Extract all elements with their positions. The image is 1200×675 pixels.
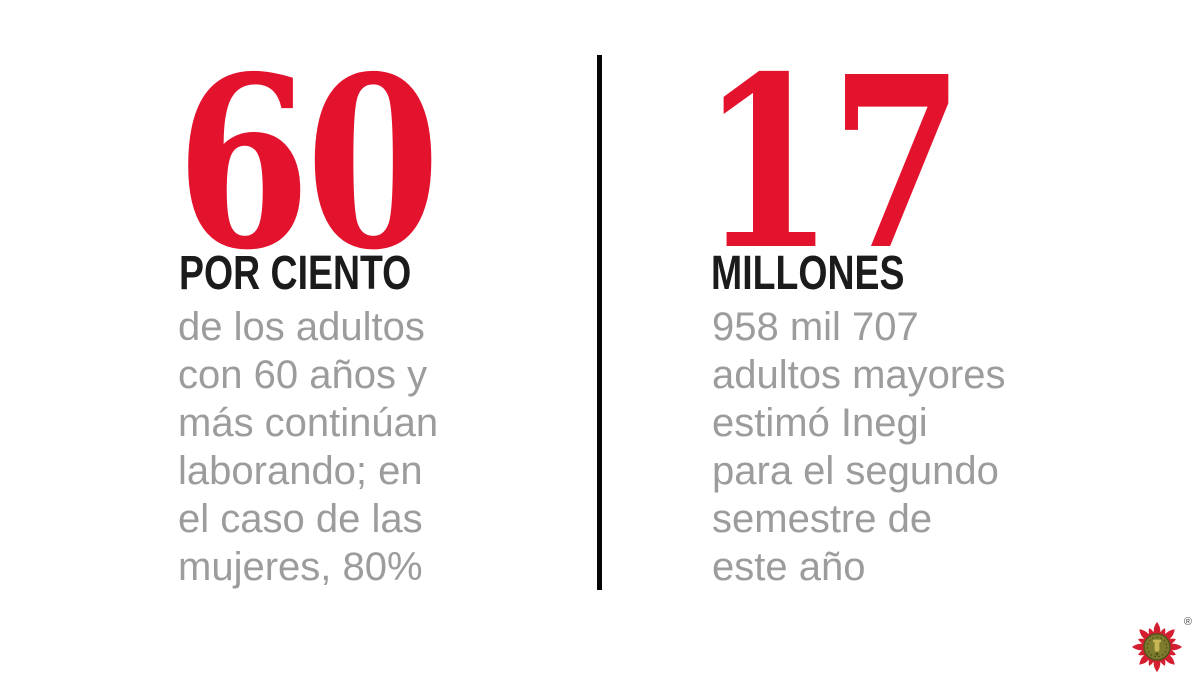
stat-description-left: de los adultos con 60 años y más continú… bbox=[178, 305, 439, 589]
stat-description-right: 958 mil 707 adultos mayores estimó Inegi… bbox=[712, 305, 1006, 589]
stat-value-left: 60 bbox=[176, 24, 440, 302]
registered-trademark: ® bbox=[1183, 616, 1192, 628]
oem-sun-logo: ® bbox=[1126, 617, 1192, 673]
stat-value-right: 17 bbox=[700, 24, 964, 302]
stat-label-right: MILLONES bbox=[711, 247, 905, 300]
vertical-divider bbox=[597, 55, 602, 590]
stat-label-left: POR CIENTO bbox=[179, 247, 412, 300]
sun-emblem-icon bbox=[1131, 621, 1183, 673]
